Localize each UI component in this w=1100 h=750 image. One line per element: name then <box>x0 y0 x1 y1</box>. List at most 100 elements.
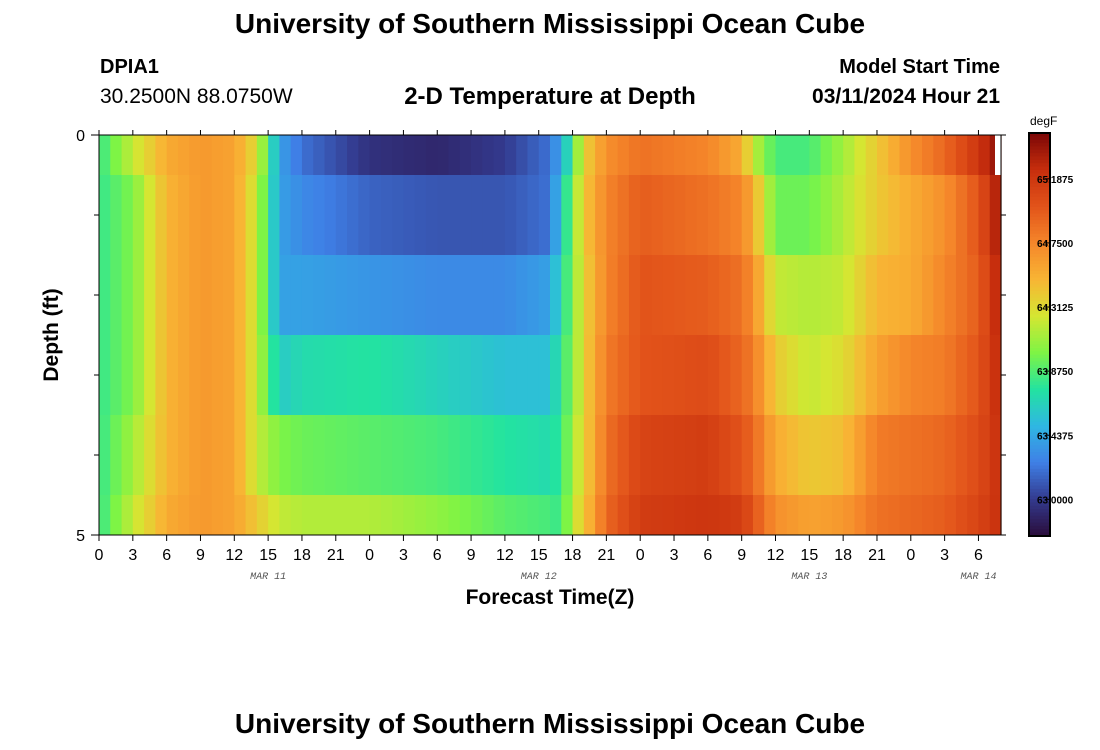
colorbar-segment <box>1029 478 1050 483</box>
colorbar-segment <box>1029 334 1050 339</box>
colorbar-segment <box>1029 260 1050 265</box>
heatmap-cell <box>166 495 179 535</box>
colorbar-segment <box>1029 445 1050 450</box>
heatmap-cell <box>967 335 980 415</box>
heatmap-cell <box>459 335 472 415</box>
heatmap-cell <box>798 495 810 535</box>
heatmap-cell <box>414 135 427 175</box>
heatmap-cell <box>719 495 732 535</box>
colorbar-segment <box>1029 354 1050 359</box>
heatmap-cell <box>459 495 472 535</box>
heatmap-cell <box>279 335 292 415</box>
heatmap-cell <box>707 495 720 535</box>
heatmap-cell <box>967 415 980 495</box>
footer-title: University of Southern Mississippi Ocean… <box>234 708 866 739</box>
heatmap-cell <box>414 495 427 535</box>
heatmap-cell <box>347 495 359 535</box>
x-tick-label: 0 <box>95 547 104 564</box>
colorbar-segment <box>1029 499 1050 504</box>
colorbar-segment <box>1029 465 1050 470</box>
colorbar-tick-label: 63.0000 <box>1037 495 1074 506</box>
heatmap-cell <box>380 335 393 415</box>
heatmap-cell <box>899 135 912 175</box>
heatmap-cell <box>606 415 619 495</box>
heatmap-cell <box>583 415 596 495</box>
heatmap-cell <box>854 135 867 175</box>
heatmap-cell <box>786 415 799 495</box>
heatmap-cell <box>674 415 686 495</box>
heatmap-cell <box>865 335 878 415</box>
heatmap-cell <box>279 255 292 335</box>
heatmap-cell <box>223 135 235 175</box>
heatmap-cell <box>628 415 641 495</box>
heatmap-cell <box>335 335 348 415</box>
heatmap-cell <box>572 135 585 175</box>
y-tick-label: 5 <box>76 528 85 545</box>
heatmap-cell <box>324 495 337 535</box>
heatmap-cell <box>922 415 934 495</box>
heatmap-cell <box>166 335 179 415</box>
heatmap-cell <box>380 255 393 335</box>
x-tick-label: 9 <box>737 547 746 564</box>
colorbar-segment <box>1029 462 1050 467</box>
heatmap-cell <box>99 255 111 335</box>
heatmap-cell <box>335 135 348 175</box>
colorbar-segment <box>1029 149 1050 154</box>
colorbar-segment <box>1029 415 1050 420</box>
colorbar-segment <box>1029 274 1050 279</box>
heatmap-cell <box>132 495 145 535</box>
heatmap-cell <box>550 175 562 255</box>
heatmap-cell <box>933 335 946 415</box>
heatmap-cell <box>482 135 495 175</box>
heatmap-cell <box>132 335 145 415</box>
heatmap-cell <box>820 415 833 495</box>
heatmap-cell <box>617 255 630 335</box>
heatmap-cell <box>662 415 675 495</box>
heatmap-cell <box>234 255 247 335</box>
heatmap-cell <box>177 495 190 535</box>
heatmap-cell <box>234 415 247 495</box>
heatmap-cell <box>640 255 653 335</box>
heatmap-cell <box>256 135 269 175</box>
heatmap-cell <box>888 255 901 335</box>
heatmap-cell <box>854 415 867 495</box>
heatmap-cell <box>200 135 213 175</box>
heatmap-cell <box>944 255 957 335</box>
heatmap-cell <box>132 135 145 175</box>
colorbar-segment <box>1029 280 1050 285</box>
heatmap-cell <box>189 415 202 495</box>
x-tick-label: 15 <box>530 547 548 564</box>
heatmap-cell <box>166 255 179 335</box>
colorbar-tick-label: 63.4375 <box>1037 431 1074 442</box>
colorbar-segment <box>1029 431 1050 436</box>
heatmap-cell <box>764 175 777 255</box>
heatmap-cell <box>110 335 123 415</box>
x-tick-label: 21 <box>868 547 886 564</box>
heatmap-cell <box>482 495 495 535</box>
colorbar-segment <box>1029 297 1050 302</box>
x-tick-label: 15 <box>800 547 818 564</box>
heatmap-cell <box>561 415 574 495</box>
colorbar-segment <box>1029 384 1050 389</box>
heatmap-cell <box>189 135 202 175</box>
colorbar-segment <box>1029 139 1050 144</box>
heatmap-cell <box>358 335 371 415</box>
heatmap-cell <box>865 255 878 335</box>
heatmap-cell <box>933 175 946 255</box>
colorbar-segment <box>1029 253 1050 258</box>
heatmap-cell <box>606 495 619 535</box>
heatmap-cell <box>324 415 337 495</box>
heatmap-cell <box>876 495 889 535</box>
heatmap-cell <box>944 495 957 535</box>
colorbar-segment <box>1029 515 1050 520</box>
colorbar-segment <box>1029 408 1050 413</box>
heatmap-cell <box>155 255 168 335</box>
colorbar-segment <box>1029 190 1050 195</box>
heatmap-cell <box>482 335 495 415</box>
heatmap-cell <box>572 495 585 535</box>
heatmap-cell <box>696 175 709 255</box>
heatmap-cell <box>313 135 326 175</box>
heatmap-cell <box>437 175 450 255</box>
heatmap-cell <box>459 175 472 255</box>
heatmap-cell <box>392 415 405 495</box>
